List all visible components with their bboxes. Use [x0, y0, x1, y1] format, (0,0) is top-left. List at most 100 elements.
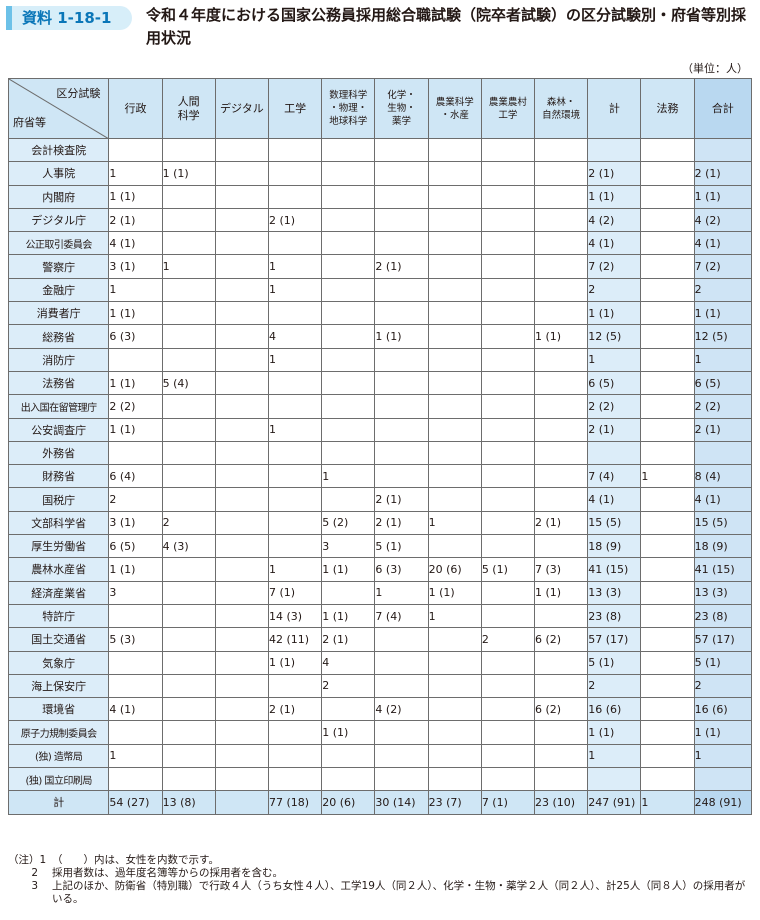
table-cell — [108, 720, 163, 745]
table-cell — [374, 673, 429, 699]
table-cell — [480, 603, 536, 629]
table-cell — [640, 440, 695, 466]
table-cell — [161, 394, 216, 419]
note-text: 採用者数は、過年度名簿等からの採用者を含む。 — [52, 867, 283, 879]
table-cell — [427, 370, 482, 396]
table-cell — [480, 324, 536, 349]
diagonal-line — [9, 79, 109, 139]
table-cell — [480, 370, 536, 396]
table-cell: 1 (1) — [374, 324, 429, 349]
table-cell: 4 (1) — [693, 231, 753, 256]
table-cell — [427, 743, 482, 769]
table-cell — [480, 137, 536, 163]
table-cell — [534, 673, 589, 699]
table-cell: 4 (2) — [374, 697, 429, 722]
table-cell — [534, 207, 589, 233]
table-cell: 1 — [108, 277, 163, 303]
table-row: 国税庁 2 2 (1) 4 (1) 4 (1) — [7, 487, 753, 512]
table-cell — [214, 184, 270, 209]
table-cell — [480, 207, 536, 233]
table-cell: 23 (8) — [693, 603, 753, 629]
note-item: 3 上記のほか、防衛省（特別職）で行政４人（うち女性４人）、工学19人（同２人）、… — [8, 880, 752, 906]
table-cell: 2 — [108, 487, 163, 512]
table-row: (独) 造幣局 1 1 1 — [7, 743, 753, 769]
table-cell — [267, 510, 323, 536]
table-cell — [480, 440, 536, 466]
table-cell: 1 (1) — [321, 557, 376, 582]
table-cell — [267, 231, 323, 256]
table-cell: 6 (2) — [534, 697, 589, 722]
table-row: 原子力規制委員会 1 (1) 1 (1) 1 (1) — [7, 720, 753, 745]
table-cell — [427, 534, 482, 559]
header-row: 区分試験 府省等 行政 人間 科学 デジタル 工学 数理科学 ・物理・ 地球科学 化学・ … — [7, 78, 753, 139]
table-cell — [640, 627, 695, 652]
table-cell: 7 (4) — [374, 603, 429, 629]
table-cell — [640, 603, 695, 629]
table-cell — [480, 394, 536, 419]
table-cell — [640, 324, 695, 349]
table-cell: 2 (1) — [267, 207, 323, 233]
table-row: 特許庁 14 (3) 1 (1) 7 (4) 1 23 (8) 23 (8) — [7, 603, 753, 629]
table-cell: 3 — [108, 580, 163, 605]
table-cell — [640, 137, 695, 163]
table-cell — [427, 301, 482, 326]
table-cell: 6 (3) — [374, 557, 429, 582]
table-cell — [480, 417, 536, 442]
table-cell — [427, 627, 482, 652]
header: 資料 1-18-1 令和４年度における国家公務員採用総合職試験（院卒者試験）の区… — [6, 4, 756, 52]
column-header: 合計 — [693, 78, 753, 139]
row-label: 厚生労働省 — [7, 534, 110, 559]
table-cell: 1 (1) — [427, 580, 482, 605]
table-cell: 5 (3) — [108, 627, 163, 652]
table-cell: 1 — [374, 580, 429, 605]
table-cell: 1 (1) — [587, 301, 642, 326]
table-cell: 2 (1) — [587, 161, 642, 186]
table-cell: 20 (6) — [427, 557, 482, 582]
table-cell: 4 (1) — [587, 487, 642, 512]
table-cell: 2 (2) — [108, 394, 163, 419]
table-cell — [321, 767, 376, 792]
table-cell — [427, 417, 482, 442]
table-cell: 18 (9) — [587, 534, 642, 559]
table-cell: 6 (5) — [693, 370, 753, 396]
table-row: 農林水産省 1 (1) 1 1 (1) 6 (3) 20 (6) 5 (1) 7 (3) 41 … — [7, 557, 753, 582]
table-cell — [161, 184, 216, 209]
table-cell — [374, 277, 429, 303]
table-cell: 12 (5) — [587, 324, 642, 349]
table-cell — [267, 301, 323, 326]
table-cell: 41 (15) — [693, 557, 753, 582]
table-row: 海上保安庁 2 2 2 — [7, 673, 753, 699]
table-cell: 14 (3) — [267, 603, 323, 629]
table-cell — [161, 627, 216, 652]
table-cell: 20 (6) — [321, 790, 376, 815]
row-label: 総務省 — [7, 324, 110, 349]
table-cell: 1 (1) — [693, 184, 753, 209]
table-cell: 4 — [321, 650, 376, 675]
table-cell — [161, 743, 216, 769]
table-cell — [374, 207, 429, 233]
table-cell: 2 (1) — [693, 417, 753, 442]
table-cell — [267, 487, 323, 512]
table-cell — [534, 137, 589, 163]
table-cell — [374, 720, 429, 745]
table-cell — [480, 464, 536, 489]
table-row: (独) 国立印刷局 — [7, 767, 753, 792]
table-cell — [427, 697, 482, 722]
table-cell — [214, 650, 270, 675]
table-cell: 7 (1) — [267, 580, 323, 605]
table-cell — [480, 161, 536, 186]
table-cell — [214, 557, 270, 582]
table-cell — [374, 184, 429, 209]
table-cell — [214, 277, 270, 303]
table-cell — [214, 417, 270, 442]
table-cell — [480, 231, 536, 256]
table-cell: 1 (1) — [108, 417, 163, 442]
table-cell — [427, 673, 482, 699]
table-cell — [214, 720, 270, 745]
table-cell — [693, 767, 753, 792]
table-row: 警察庁 3 (1) 1 1 2 (1) 7 (2) 7 (2) — [7, 254, 753, 279]
table-cell: 1 — [267, 277, 323, 303]
row-label: 会計検査院 — [7, 137, 110, 163]
table-cell: 247 (91) — [587, 790, 642, 815]
table-cell — [374, 370, 429, 396]
